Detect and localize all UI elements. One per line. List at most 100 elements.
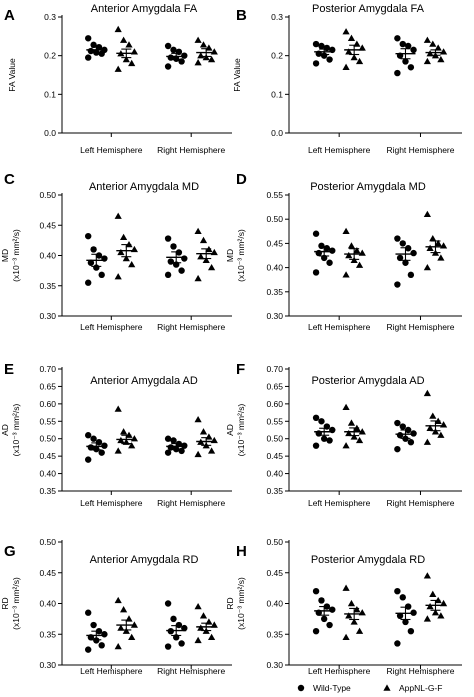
appnl-point (210, 436, 218, 444)
wild-type-point (394, 35, 401, 42)
y-tick-label: 0.65 (266, 381, 283, 391)
appnl-point (353, 606, 361, 613)
wild-type-point (178, 267, 185, 274)
wild-type-point (326, 621, 333, 629)
wild-type-point (90, 41, 97, 49)
appnl-point (199, 428, 208, 435)
y-tick-label: 0.35 (266, 287, 283, 297)
y-tick-label: 0.60 (266, 399, 283, 409)
wild-type-point (312, 627, 320, 635)
wild-type-point (98, 50, 105, 57)
appnl-point (437, 431, 445, 438)
appnl-point (197, 624, 205, 631)
y-tick-label: 0.45 (39, 568, 56, 578)
y-axis-unit-label: (x10⁻³ mm²/s) (11, 229, 21, 282)
wild-type-point (170, 46, 177, 54)
wild-type-point (407, 627, 415, 635)
y-tick-label: 0.40 (39, 251, 56, 261)
wild-type-point (394, 69, 401, 77)
appnl-point (342, 403, 350, 411)
wild-type-point (93, 637, 100, 644)
wild-type-point (85, 432, 92, 439)
appnl-point (347, 34, 356, 41)
wild-type-point (170, 615, 177, 623)
appnl-point (114, 25, 122, 33)
wild-type-point (164, 63, 172, 70)
panel-h: H Posterior Amygdala RD RD (x10⁻³ mm²/s) 0.3… (225, 537, 462, 676)
x-category-label: Right Hemisphere (157, 498, 225, 508)
y-tick-label: 0.65 (39, 381, 56, 391)
wild-type-point (164, 271, 172, 279)
wild-type-point (312, 60, 320, 67)
panel-letter: B (236, 7, 247, 24)
wild-type-point (399, 423, 406, 430)
appnl-point (355, 627, 364, 634)
wild-type-point (98, 642, 105, 649)
wild-type-point (402, 259, 409, 266)
y-tick-label: 0.40 (39, 469, 56, 479)
wild-type-point (181, 255, 188, 262)
appnl-point (194, 274, 202, 282)
x-category-label: Right Hemisphere (157, 145, 225, 155)
appnl-point (114, 447, 122, 454)
y-tick-label: 0.3 (271, 12, 283, 22)
appnl-point (208, 633, 216, 641)
wild-type-point (175, 621, 183, 629)
panel-title: Posterior Amygdala RD (311, 554, 425, 566)
appnl-point (439, 421, 448, 428)
appnl-point (358, 44, 366, 51)
wild-type-point (399, 240, 406, 247)
wild-type-point (164, 235, 172, 242)
appnl-point (347, 599, 356, 607)
wild-type-point (318, 42, 325, 50)
appnl-point (439, 599, 448, 607)
wild-type-point (399, 40, 406, 48)
wild-type-point (85, 35, 92, 42)
wild-type-point (181, 624, 188, 632)
appnl-point (423, 210, 431, 218)
appnl-point (128, 442, 136, 449)
appnl-point (431, 609, 440, 616)
wild-type-point (323, 245, 331, 252)
wild-type-point (85, 54, 92, 61)
legend-circle-marker (297, 684, 305, 692)
appnl-point (437, 55, 445, 63)
x-category-label: Right Hemisphere (386, 666, 454, 676)
wild-type-point (402, 618, 409, 626)
appnl-point (353, 247, 361, 254)
appnl-point (342, 271, 350, 278)
appnl-point (429, 412, 437, 419)
x-category-label: Left Hemisphere (80, 322, 143, 332)
appnl-point (347, 419, 356, 426)
wild-type-point (394, 640, 401, 647)
panel-letter: C (4, 171, 15, 188)
y-tick-label: 0.40 (266, 599, 283, 609)
appnl-point (199, 41, 208, 48)
wild-type-point (394, 419, 401, 427)
wild-type-point (396, 432, 404, 439)
y-tick-label: 0.50 (266, 214, 283, 224)
y-tick-label: 0.55 (266, 416, 283, 426)
y-axis-label: FA Value (232, 58, 242, 92)
appnl-point (355, 436, 364, 444)
y-tick-label: 0.45 (39, 451, 56, 461)
wild-type-point (167, 258, 174, 265)
appnl-point (122, 55, 130, 63)
legend-triangle-marker (383, 684, 391, 691)
wild-type-point (164, 600, 172, 607)
y-tick-label: 0.50 (266, 434, 283, 444)
wild-type-point (394, 588, 401, 595)
y-tick-label: 0.45 (39, 220, 56, 230)
y-tick-label: 0.70 (266, 364, 283, 374)
wild-type-point (407, 64, 415, 71)
panel-title: Posterior Amygdala MD (310, 181, 426, 193)
wild-type-point (318, 418, 325, 425)
appnl-point (437, 254, 445, 261)
y-tick-label: 0.55 (266, 190, 283, 200)
y-axis-unit-label: (x10⁻³ mm²/s) (11, 577, 21, 630)
panel-letter: A (4, 7, 15, 24)
appnl-point (114, 65, 122, 72)
appnl-point (439, 48, 448, 55)
appnl-point (347, 242, 356, 249)
y-tick-label: 0.50 (39, 537, 56, 547)
